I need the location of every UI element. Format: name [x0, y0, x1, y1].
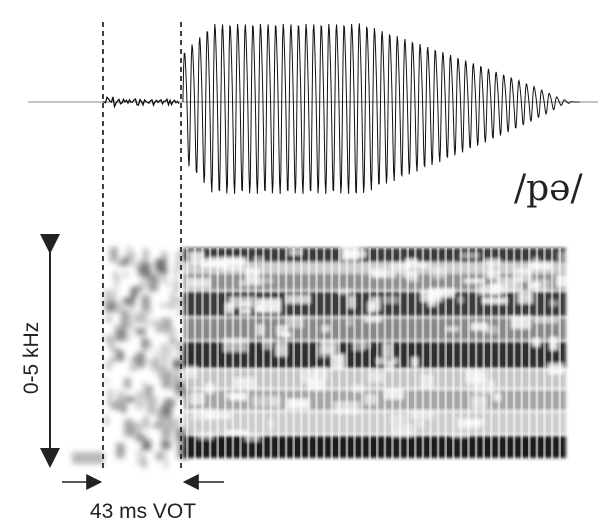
burst-noise	[102, 96, 180, 109]
frequency-range-label: 0-5 kHz	[20, 322, 43, 394]
spectrogram-burst-region	[72, 246, 191, 469]
spectrogram-glottal-striations	[186, 248, 561, 460]
waveform	[28, 23, 598, 194]
vot-label: 43 ms VOT	[90, 500, 196, 523]
spectrogram	[72, 246, 580, 469]
voiced-waveform	[182, 23, 580, 194]
transcription-label: /pə/	[514, 168, 583, 209]
